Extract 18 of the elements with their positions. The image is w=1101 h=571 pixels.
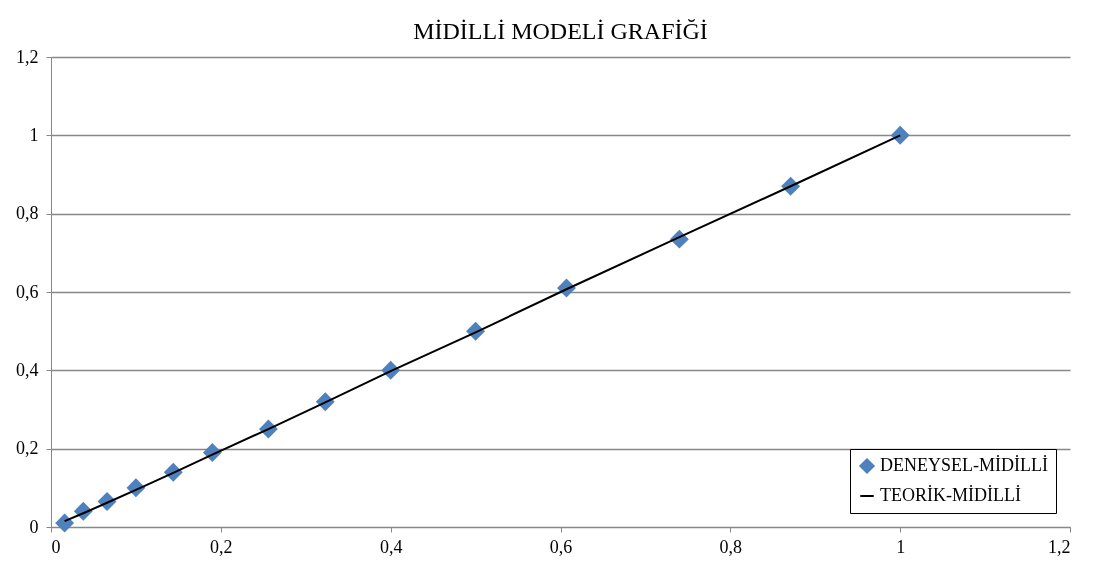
- y-tick-label: 1,2: [16, 46, 39, 67]
- chart-title: MİDİLLİ MODELİ GRAFİĞİ: [413, 18, 708, 44]
- x-tick-label: 1,2: [1048, 536, 1071, 557]
- y-tick-label: 0,2: [16, 438, 39, 459]
- x-tick-label: 0,8: [719, 536, 743, 557]
- y-tick-label: 0,4: [16, 359, 39, 380]
- x-tick-label: 0,6: [549, 536, 573, 557]
- x-tick-label: 1: [896, 536, 906, 557]
- y-tick-label: 1: [29, 124, 39, 145]
- x-tick-label: 0,2: [210, 536, 233, 557]
- x-tick-label: 0,4: [379, 536, 403, 557]
- y-tick-label: 0,8: [16, 203, 39, 224]
- legend-label: DENEYSEL-MİDİLLİ: [880, 455, 1048, 475]
- y-tick-label: 0,6: [16, 281, 39, 302]
- point: [55, 514, 74, 533]
- legend-label: TEORİK-MİDİLLİ: [880, 485, 1021, 505]
- y-tick-label: 0: [29, 516, 39, 537]
- x-tick-label: 0: [51, 536, 61, 557]
